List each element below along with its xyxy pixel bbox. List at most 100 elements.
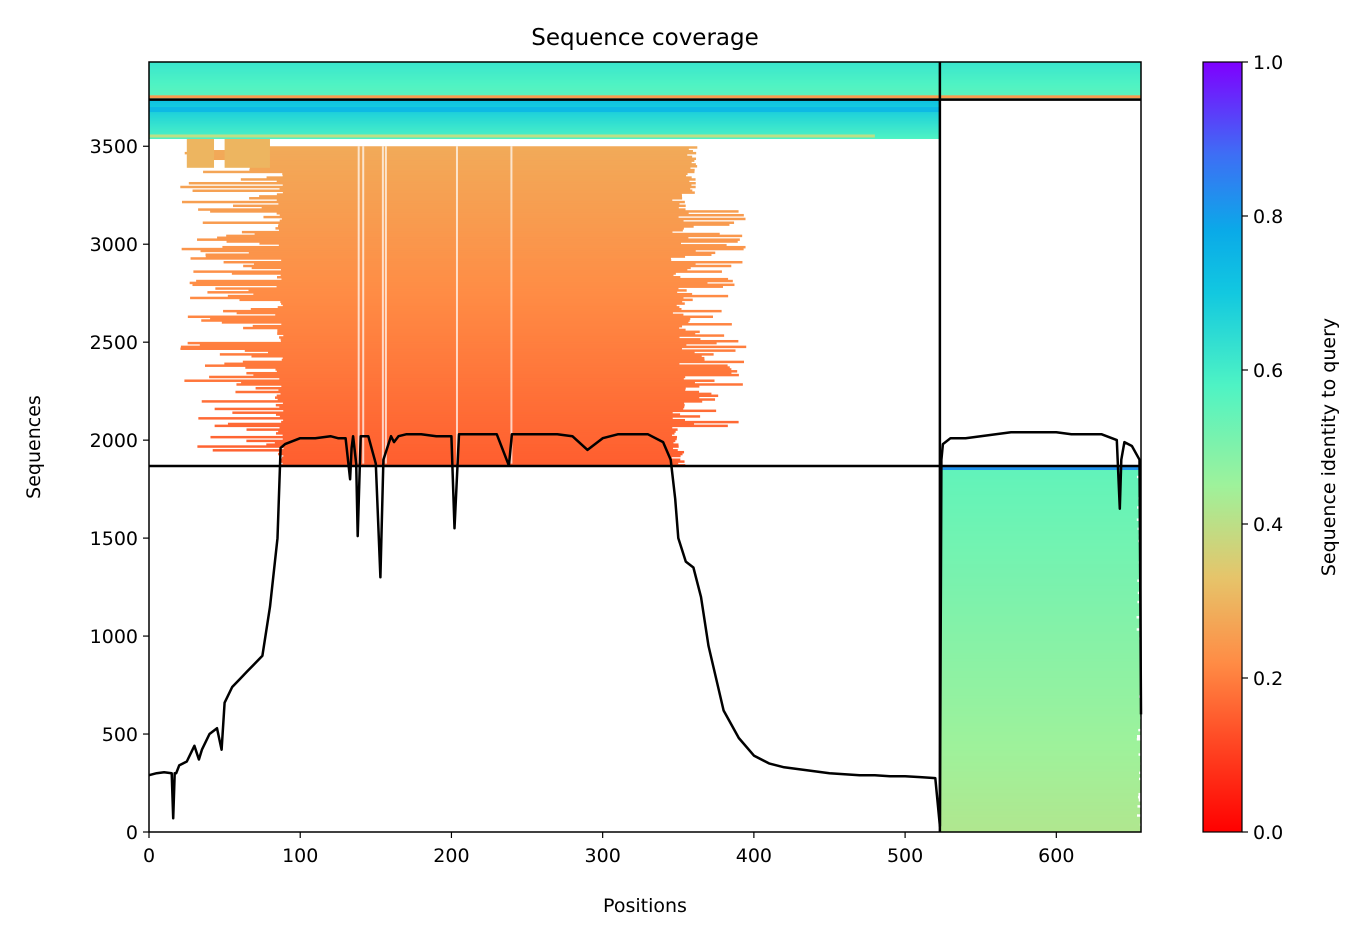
msa-row: [939, 530, 1141, 534]
msa-row: [279, 415, 701, 418]
colorbar-tick-label: 0.0: [1253, 822, 1283, 844]
msa-row: [280, 392, 712, 396]
msa-row: [939, 737, 1137, 742]
msa-row: [203, 170, 695, 174]
msa-row: [243, 264, 732, 268]
colorbar-tick-label: 0.8: [1253, 206, 1283, 228]
msa-row: [939, 822, 1140, 827]
msa-row: [149, 106, 940, 108]
msa-row: [261, 165, 698, 168]
msa-row: [939, 64, 1141, 67]
gap-column: [384, 146, 387, 464]
y-tick-label: 3000: [90, 234, 138, 256]
msa-row: [939, 758, 1141, 763]
msa-row: [277, 332, 696, 335]
msa-row: [276, 198, 673, 202]
msa-row: [939, 490, 1141, 495]
msa-row: [149, 73, 940, 76]
msa-row: [276, 212, 689, 215]
msa-row: [939, 478, 1141, 482]
msa-row: [939, 810, 1141, 815]
msa-row: [204, 364, 728, 367]
msa-row: [276, 193, 682, 196]
msa-row: [282, 402, 685, 405]
msa-row: [939, 502, 1141, 507]
msa-row: [222, 245, 746, 249]
msa-row: [939, 752, 1139, 757]
msa-row: [939, 536, 1140, 540]
msa-row: [939, 484, 1141, 488]
msa-row: [282, 304, 677, 307]
msa-row: [149, 62, 940, 64]
msa-row: [149, 133, 940, 136]
msa-row: [939, 700, 1141, 705]
msa-row: [939, 603, 1141, 607]
msa-row: [189, 281, 708, 285]
msa-row: [939, 591, 1138, 595]
msa-row: [939, 624, 1140, 629]
msa-row: [149, 128, 940, 130]
msa-row: [239, 298, 693, 302]
msa-row: [196, 279, 733, 283]
msa-row: [248, 289, 687, 292]
msa-row: [282, 183, 692, 187]
msa-row: [939, 83, 1141, 86]
msa-row: [939, 523, 1141, 528]
msa-row: [149, 102, 940, 105]
msa-row: [149, 100, 940, 103]
msa-row: [149, 122, 940, 125]
msa-row: [939, 68, 1141, 71]
msa-row: [939, 767, 1141, 772]
msa-row: [279, 336, 680, 339]
msa-row: [149, 117, 940, 120]
msa-row: [939, 493, 1141, 498]
msa-row: [149, 77, 940, 79]
msa-row: [224, 362, 680, 366]
msa-row: [939, 819, 1141, 824]
msa-row: [149, 125, 940, 128]
msa-row: [276, 285, 724, 288]
msa-row: [939, 74, 1141, 77]
msa-row: [939, 713, 1141, 717]
msa-row: [226, 234, 743, 238]
msa-row: [275, 368, 732, 371]
msa-row: [283, 447, 674, 450]
msa-row: [939, 581, 1141, 586]
msa-row: [939, 520, 1141, 525]
colorbar-label: Sequence identity to query: [1318, 318, 1340, 576]
x-axis-label: Positions: [603, 895, 687, 917]
msa-row: [250, 308, 682, 311]
msa-row: [209, 375, 686, 379]
msa-row: [214, 424, 728, 428]
msa-row: [242, 360, 745, 364]
msa-row: [235, 390, 700, 394]
msa-row: [255, 387, 686, 390]
msa-row: [184, 151, 697, 155]
msa-row: [939, 560, 1139, 565]
msa-row: [939, 563, 1141, 568]
msa-row: [181, 247, 744, 251]
x-tick-label: 500: [887, 845, 923, 867]
msa-row: [278, 244, 727, 247]
msa-row: [939, 786, 1141, 790]
msa-row: [149, 95, 1141, 99]
msa-row: [217, 236, 689, 240]
msa-row: [277, 328, 686, 332]
msa-row: [149, 65, 940, 68]
coverage-line-layer: [148, 431, 1143, 828]
msa-row: [149, 115, 940, 118]
msa-row: [187, 315, 713, 319]
msa-row: [186, 138, 215, 168]
gap-column: [357, 146, 360, 464]
msa-row: [939, 755, 1141, 760]
msa-row: [279, 450, 685, 454]
msa-row: [187, 341, 717, 345]
msa-row: [939, 575, 1141, 580]
msa-row: [275, 413, 681, 416]
msa-row: [939, 630, 1141, 635]
msa-row: [939, 636, 1140, 641]
msa-row: [252, 324, 683, 328]
msa-row: [254, 232, 720, 236]
msa-row: [149, 70, 940, 73]
msa-row: [277, 330, 700, 334]
